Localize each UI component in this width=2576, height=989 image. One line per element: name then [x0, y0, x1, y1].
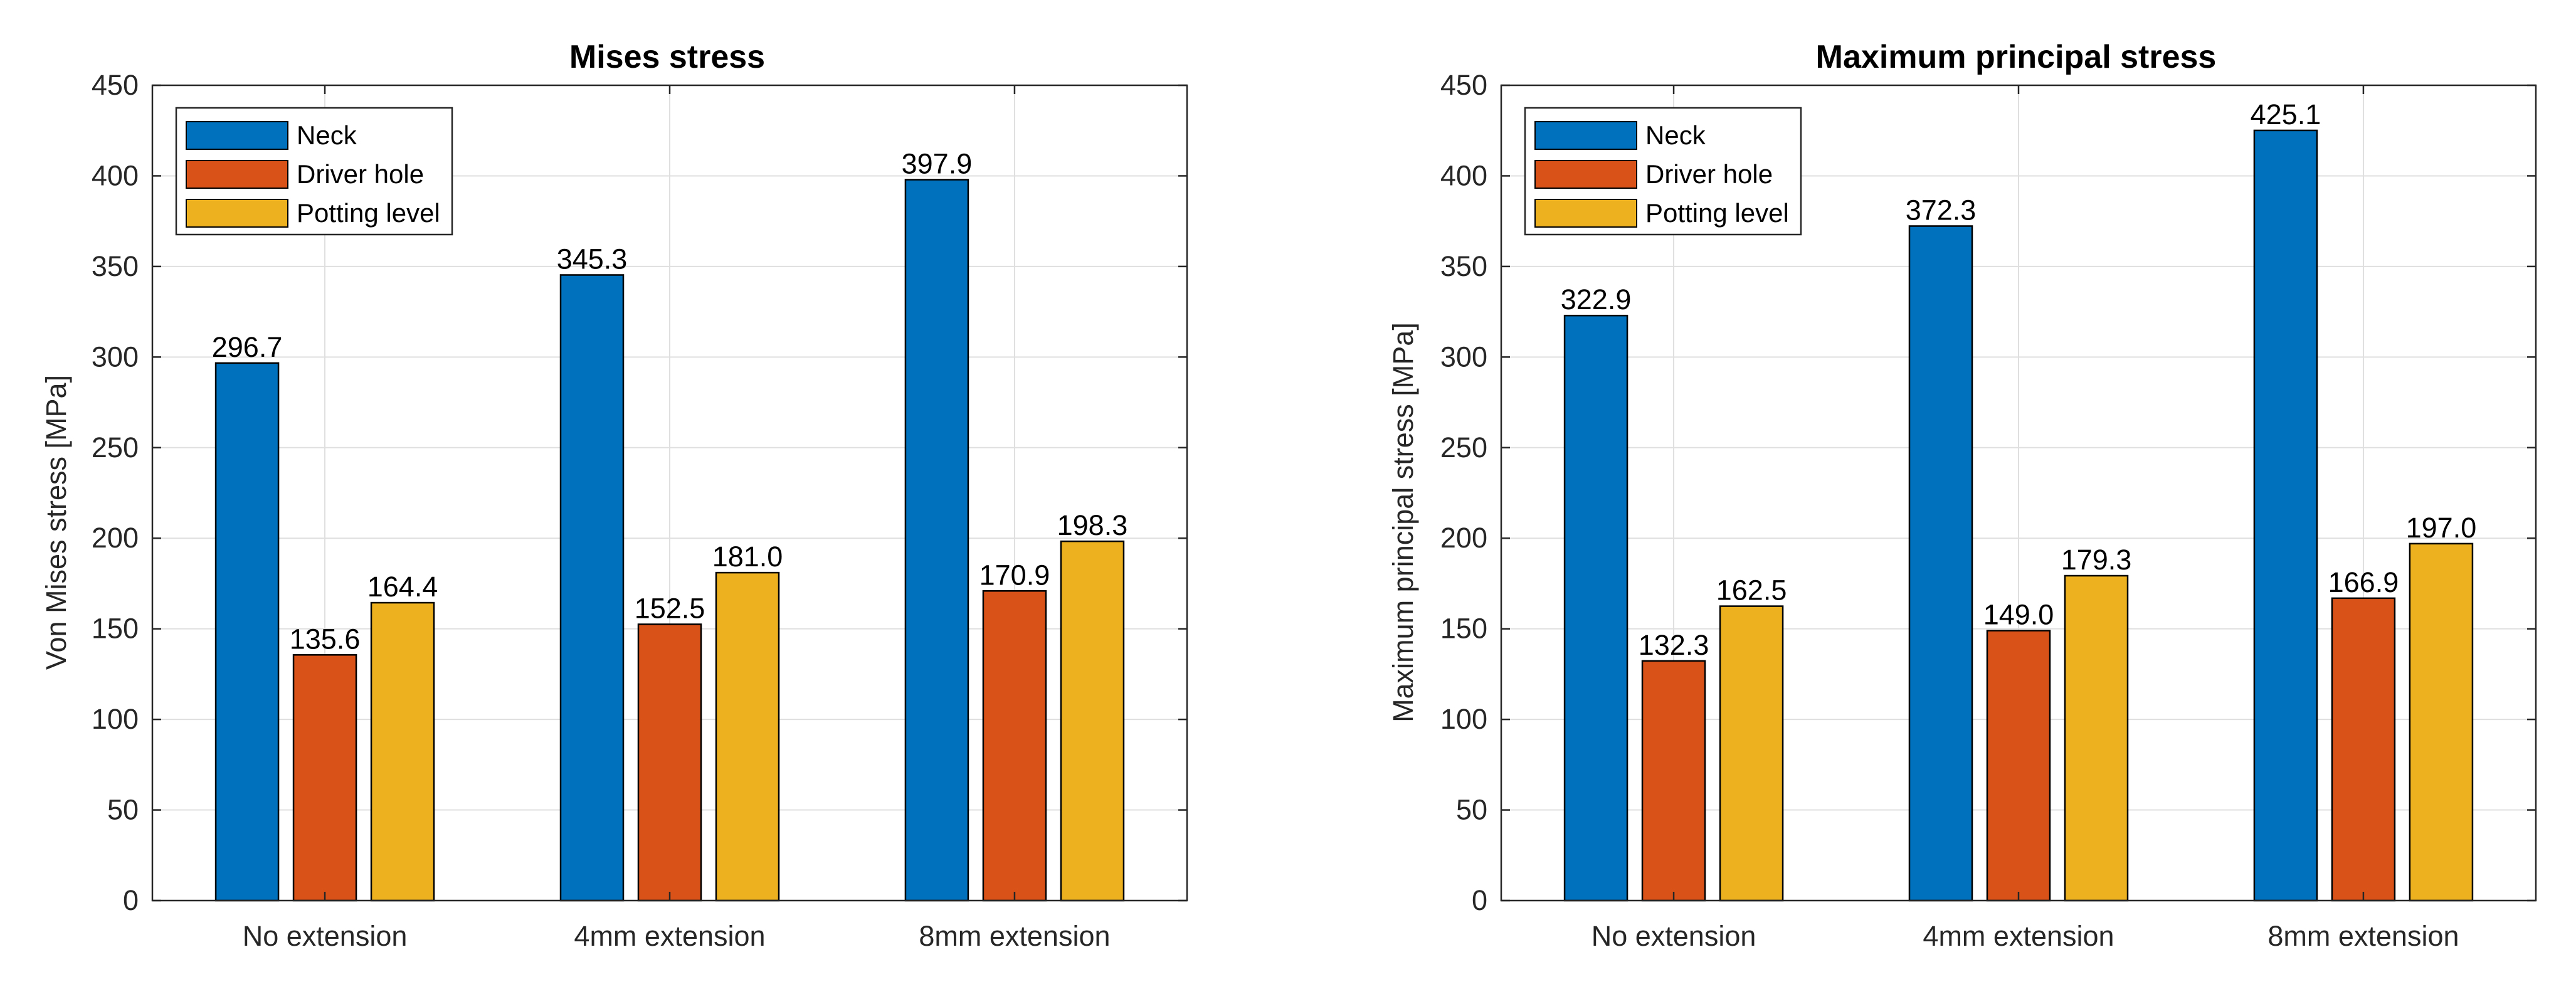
data-label: 135.6	[290, 623, 361, 655]
legend-swatch	[1534, 160, 1637, 189]
bar-neck	[1563, 314, 1628, 902]
y-tick-label: 300	[92, 341, 139, 373]
y-tick-label: 350	[92, 250, 139, 282]
x-tick-label: 8mm extension	[2267, 920, 2459, 952]
bar-potting-level	[715, 571, 780, 902]
y-tick-label: 250	[92, 431, 139, 463]
bar-neck	[2253, 129, 2318, 902]
data-label: 198.3	[1057, 509, 1128, 541]
legend-swatch	[1534, 121, 1637, 150]
y-tick-label: 450	[92, 69, 139, 101]
x-tick-label: 4mm extension	[574, 920, 765, 952]
y-tick-label: 0	[1472, 884, 1487, 916]
x-tick-label: No extension	[243, 920, 408, 952]
data-label: 170.9	[979, 559, 1050, 591]
bar-potting-level	[2064, 574, 2129, 902]
data-label: 296.7	[212, 331, 283, 363]
y-axis-label: Von Mises stress [MPa]	[40, 375, 72, 670]
data-label: 149.0	[1983, 599, 2054, 631]
data-label: 152.5	[635, 592, 705, 624]
legend: Neck Driver hole Potting level	[1524, 107, 1802, 236]
y-tick-label: 200	[92, 522, 139, 554]
bar-driver-hole	[2331, 597, 2396, 902]
bar-neck	[1908, 225, 1973, 902]
y-tick-label: 150	[1440, 613, 1487, 645]
bar-potting-level	[1060, 540, 1125, 902]
y-tick-label: 50	[107, 794, 139, 826]
max-principal-stress-chart: Maximum principal stress Maximum princip…	[1387, 39, 2537, 952]
legend-swatch	[186, 199, 288, 228]
legend-label: Neck	[1645, 120, 1706, 150]
legend-swatch	[186, 160, 288, 189]
y-tick-label: 300	[1440, 341, 1487, 373]
x-tick-label: 4mm extension	[1923, 920, 2114, 952]
bar-driver-hole	[1641, 660, 1706, 902]
bar-neck	[559, 274, 625, 902]
data-label: 166.9	[2328, 566, 2399, 598]
y-tick-label: 350	[1440, 250, 1487, 282]
mises-stress-chart: Mises stress Von Mises stress [MPa] 296.…	[40, 39, 1188, 952]
y-axis-label: Maximum principal stress [MPa]	[1387, 322, 1419, 722]
data-label: 164.4	[367, 571, 438, 603]
data-label: 132.3	[1639, 629, 1709, 661]
y-tick-label: 400	[1440, 159, 1487, 191]
x-tick-label: No extension	[1592, 920, 1756, 952]
bar-driver-hole	[637, 623, 702, 902]
data-label: 322.9	[1561, 283, 1632, 315]
bar-driver-hole	[1986, 630, 2051, 902]
legend-swatch	[186, 121, 288, 150]
data-label: 197.0	[2406, 512, 2477, 544]
bar-potting-level	[2409, 542, 2474, 902]
y-tick-label: 100	[92, 703, 139, 735]
y-tick-label: 0	[123, 884, 139, 916]
legend-label: Driver hole	[1645, 159, 1773, 189]
data-label: 179.3	[2061, 544, 2132, 576]
legend-label: Neck	[297, 120, 357, 150]
legend-label: Potting level	[1645, 198, 1789, 228]
legend-label: Potting level	[297, 198, 440, 228]
y-tick-label: 400	[92, 159, 139, 191]
y-tick-label: 50	[1456, 794, 1487, 826]
legend-label: Driver hole	[297, 159, 424, 189]
chart-title: Maximum principal stress	[1816, 39, 2217, 75]
data-label: 425.1	[2251, 98, 2321, 130]
data-label: 345.3	[557, 243, 628, 275]
y-tick-label: 250	[1440, 431, 1487, 463]
data-label: 181.0	[712, 541, 783, 573]
legend-swatch	[1534, 199, 1637, 228]
y-tick-label: 100	[1440, 703, 1487, 735]
y-tick-label: 450	[1440, 69, 1487, 101]
data-label: 397.9	[902, 148, 973, 180]
bar-potting-level	[370, 601, 435, 902]
bar-driver-hole	[982, 590, 1047, 902]
bar-neck	[214, 362, 280, 902]
data-label: 162.5	[1716, 574, 1787, 606]
bar-neck	[904, 179, 969, 902]
data-label: 372.3	[1906, 194, 1977, 226]
bar-driver-hole	[292, 654, 357, 902]
y-tick-label: 150	[92, 613, 139, 645]
bar-potting-level	[1719, 605, 1784, 902]
chart-title: Mises stress	[569, 39, 765, 75]
y-tick-label: 200	[1440, 522, 1487, 554]
legend: Neck Driver hole Potting level	[175, 107, 453, 236]
x-tick-label: 8mm extension	[919, 920, 1110, 952]
